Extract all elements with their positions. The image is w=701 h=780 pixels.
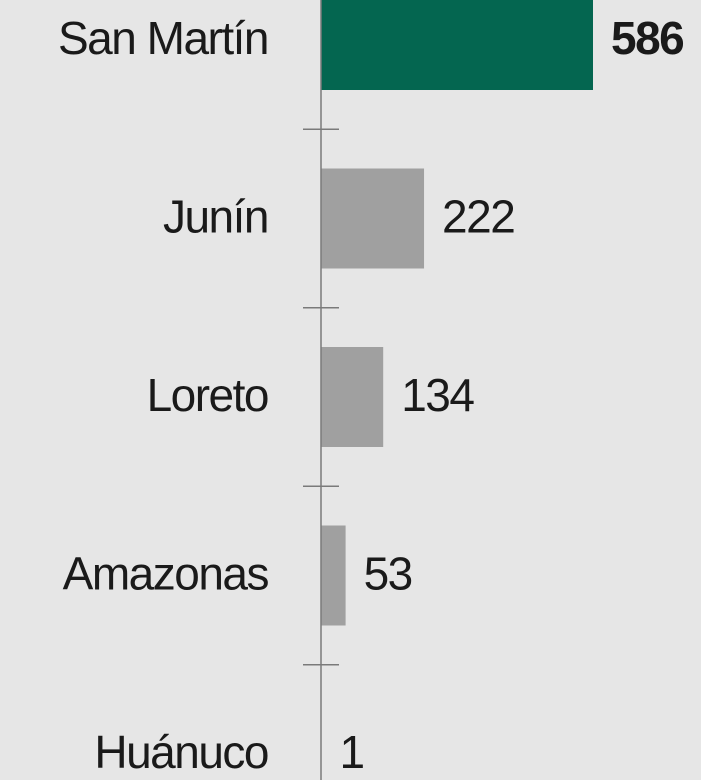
bar bbox=[321, 0, 593, 90]
value-label: 53 bbox=[364, 548, 412, 600]
value-label: 586 bbox=[611, 12, 683, 64]
bar bbox=[321, 347, 384, 447]
category-label: Huánuco bbox=[94, 726, 268, 778]
category-label: San Martín bbox=[58, 12, 268, 64]
value-label: 222 bbox=[442, 191, 514, 243]
bar bbox=[321, 525, 346, 626]
category-label: Junín bbox=[163, 191, 268, 243]
category-label: Amazonas bbox=[63, 548, 269, 600]
value-label: 134 bbox=[401, 369, 474, 421]
value-label: 1 bbox=[339, 726, 363, 778]
bar bbox=[321, 168, 425, 269]
category-label: Loreto bbox=[147, 369, 268, 421]
